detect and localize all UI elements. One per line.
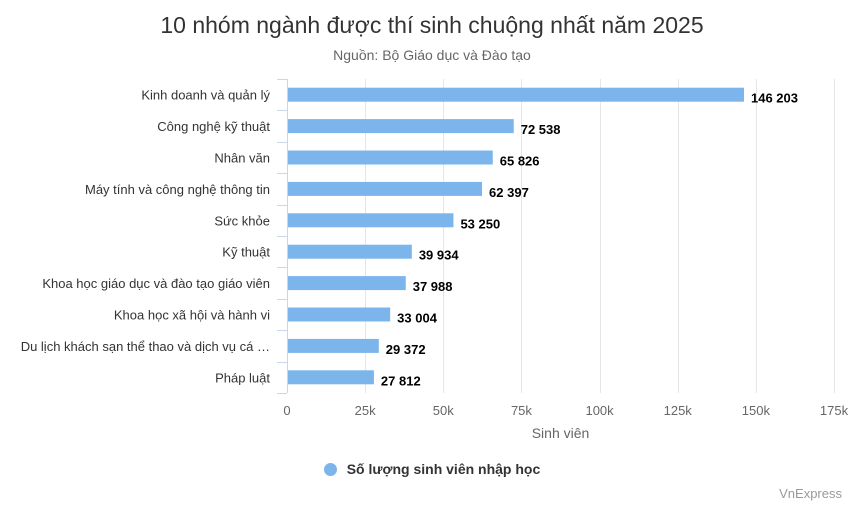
x-tick-label: 175k [820, 403, 849, 418]
x-tick-label: 50k [433, 403, 454, 418]
bar [288, 276, 406, 291]
data-label: 72 538 [521, 122, 561, 137]
data-label: 62 397 [489, 185, 529, 200]
x-tick-label: 150k [742, 403, 771, 418]
data-label: 65 826 [500, 154, 540, 169]
bar [288, 150, 493, 165]
bar [288, 119, 514, 134]
category-label: Công nghệ kỹ thuật [157, 119, 270, 134]
data-label: 39 934 [419, 248, 460, 263]
category-label: Sức khỏe [214, 213, 270, 228]
data-label: 33 004 [397, 311, 438, 326]
category-label: Khoa học giáo dục và đào tạo giáo viên [42, 276, 270, 291]
x-tick-label: 125k [664, 403, 693, 418]
bar [288, 338, 379, 353]
data-label: 29 372 [386, 342, 426, 357]
bar [288, 370, 374, 385]
legend[interactable]: Số lượng sinh viên nhập học [0, 461, 864, 477]
category-label: Pháp luật [215, 370, 270, 385]
legend-swatch [323, 462, 337, 476]
x-tick-label: 75k [511, 403, 532, 418]
chart-subtitle: Nguồn: Bộ Giáo dục và Đào tạo [333, 47, 531, 63]
data-label: 146 203 [751, 91, 798, 106]
data-label: 27 812 [381, 373, 421, 388]
chart-title: 10 nhóm ngành được thí sinh chuộng nhất … [160, 12, 704, 38]
category-label: Du lịch khách sạn thể thao và dịch vụ cá… [21, 339, 270, 354]
data-label: 53 250 [460, 216, 500, 231]
x-tick-label: 0 [283, 403, 290, 418]
legend-label: Số lượng sinh viên nhập học [346, 461, 541, 477]
bar [288, 181, 483, 196]
category-label: Kỹ thuật [222, 245, 270, 260]
bar [288, 307, 391, 322]
category-label: Khoa học xã hội và hành vi [114, 308, 270, 323]
x-tick-label: 100k [585, 403, 614, 418]
category-label: Máy tính và công nghệ thông tin [85, 182, 270, 197]
category-label: Nhân văn [214, 151, 270, 166]
category-label: Kinh doanh và quản lý [141, 88, 270, 103]
bar [288, 213, 454, 228]
bar [288, 244, 412, 259]
bar [288, 87, 744, 102]
credit-text: VnExpress [779, 486, 842, 501]
data-label: 37 988 [413, 279, 453, 294]
x-tick-label: 25k [355, 403, 376, 418]
x-axis-title: Sinh viên [532, 425, 590, 441]
